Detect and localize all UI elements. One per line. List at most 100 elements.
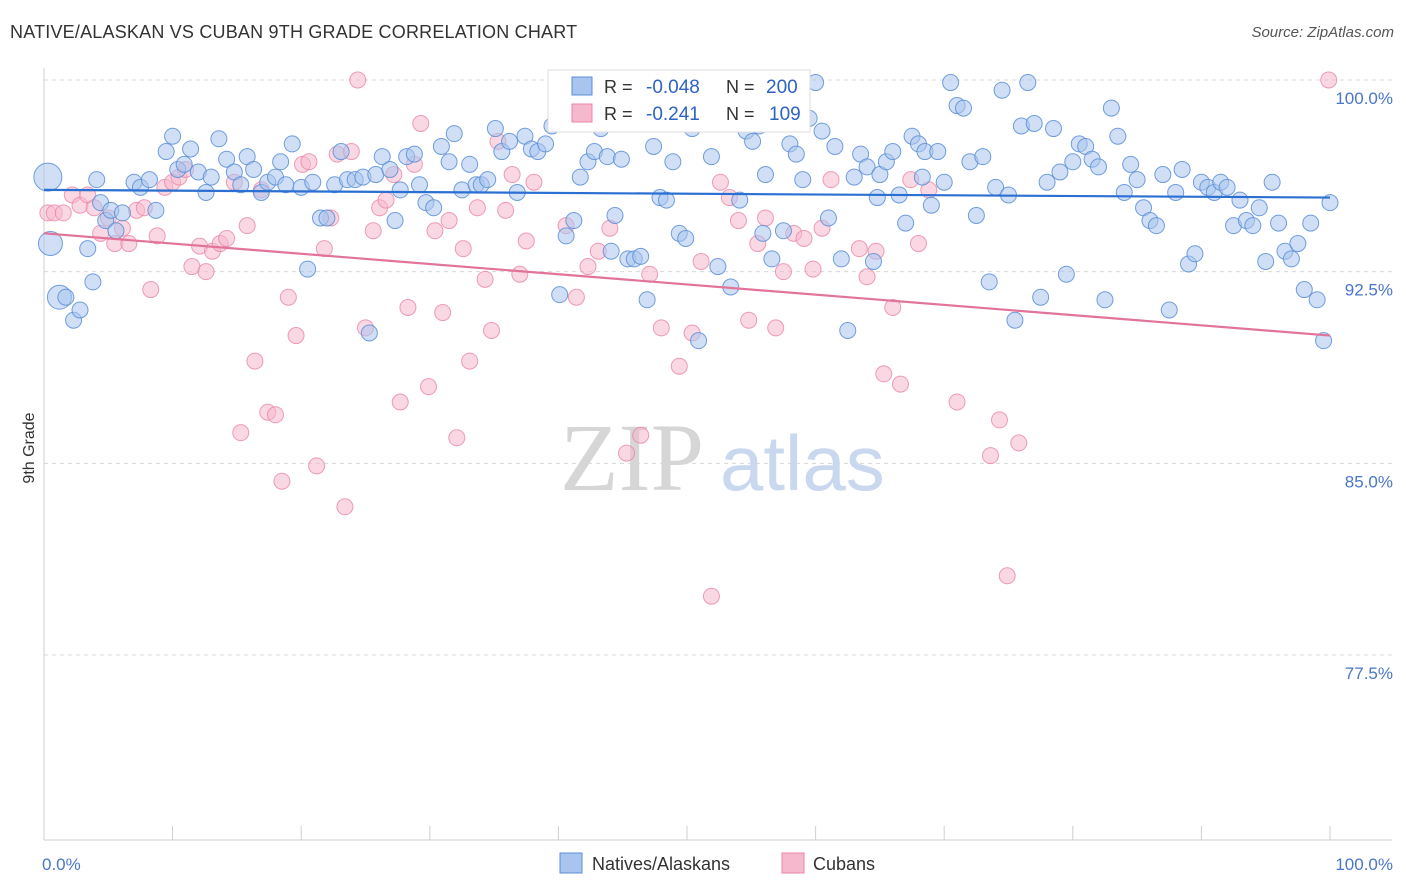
natives-point-146	[1006, 311, 1024, 329]
natives-point-29	[232, 176, 250, 194]
cubans-point-95	[884, 298, 902, 316]
natives-point-183	[1244, 217, 1262, 235]
cubans-point-53	[412, 114, 430, 132]
natives-point-107	[756, 166, 774, 184]
natives-point-153	[1051, 163, 1069, 181]
cubans-point-94	[875, 365, 893, 383]
natives-point-168	[1147, 217, 1165, 235]
source-label: Source: ZipAtlas.com	[1251, 24, 1394, 41]
natives-point-1	[37, 231, 63, 257]
natives-point-191	[1295, 281, 1313, 299]
natives-point-199	[602, 242, 620, 260]
cubans-point-25	[218, 229, 236, 247]
natives-point-120	[839, 321, 857, 339]
cubans-point-51	[399, 298, 417, 316]
natives-point-0	[33, 162, 63, 192]
natives-point-50	[373, 148, 391, 166]
natives-point-162	[1109, 127, 1127, 145]
natives-point-19	[164, 127, 182, 145]
cubans-point-85	[774, 263, 792, 281]
natives-point-42	[318, 209, 336, 227]
cubans-point-48	[377, 191, 395, 209]
cubans-point-2	[54, 204, 72, 222]
natives-point-190	[1289, 235, 1307, 253]
watermark-atlas: atlas	[720, 419, 885, 507]
cubans-point-81	[740, 311, 758, 329]
stats-legend-swatch-blue	[571, 76, 593, 96]
cubans-point-56	[434, 304, 452, 322]
natives-point-89	[638, 291, 656, 309]
natives-point-49	[367, 166, 385, 184]
natives-point-6	[79, 240, 97, 258]
chart-title: NATIVE/ALASKAN VS CUBAN 9TH GRADE CORREL…	[10, 22, 578, 42]
cubans-point-108	[579, 258, 597, 276]
natives-trend-line	[43, 188, 1331, 199]
natives-point-152	[1045, 120, 1063, 138]
cubans-point-38	[308, 457, 326, 475]
natives-point-142	[980, 273, 998, 291]
natives-point-118	[826, 137, 844, 155]
cubans-point-96	[891, 375, 909, 393]
natives-point-165	[1128, 171, 1146, 189]
natives-point-189	[1282, 250, 1300, 268]
cubans-point-92	[858, 268, 876, 286]
natives-point-55	[405, 145, 423, 163]
cubans-point-65	[497, 201, 515, 219]
natives-point-66	[479, 171, 497, 189]
cubans-point-37	[300, 153, 318, 171]
natives-point-37	[283, 135, 301, 153]
cubans-point-98	[909, 235, 927, 253]
natives-point-18	[157, 143, 175, 161]
cubans-point-44	[349, 71, 367, 89]
cubans-point-84	[767, 319, 785, 337]
natives-point-25	[202, 168, 220, 186]
cubans-point-11	[120, 235, 138, 253]
natives-point-103	[731, 191, 749, 209]
natives-point-13	[113, 204, 131, 222]
natives-point-185	[1257, 252, 1275, 270]
natives-point-117	[819, 209, 837, 227]
legend-swatch-cubans	[781, 852, 805, 874]
cubans-point-61	[468, 199, 486, 217]
cubans-point-91	[850, 240, 868, 258]
natives-point-181	[1231, 191, 1249, 209]
natives-point-76	[551, 286, 569, 304]
natives-point-31	[245, 160, 263, 178]
natives-point-52	[386, 212, 404, 230]
x-tick-labels: 0.0% 100.0%	[42, 855, 1393, 874]
cubans-point-87	[795, 229, 813, 247]
y-tick-label-3: 77.5%	[1345, 664, 1393, 683]
natives-point-179	[1218, 178, 1236, 196]
natives-point-172	[1173, 160, 1191, 178]
cubans-point-77	[702, 587, 720, 605]
natives-point-197	[913, 168, 931, 186]
natives-point-129	[897, 214, 915, 232]
natives-point-74	[537, 135, 555, 153]
natives-point-60	[440, 153, 458, 171]
natives-point-133	[922, 196, 940, 214]
natives-point-184	[1250, 199, 1268, 217]
natives-point-16	[140, 171, 158, 189]
natives-point-198	[754, 224, 772, 242]
natives-point-5	[71, 301, 89, 319]
natives-point-56	[411, 176, 429, 194]
y-axis-label: 9th Grade	[21, 412, 38, 483]
natives-point-110	[774, 222, 792, 240]
cubans-point-80	[729, 212, 747, 230]
cubans-point-22	[197, 263, 215, 281]
natives-point-151	[1038, 173, 1056, 191]
natives-point-121	[845, 168, 863, 186]
natives-point-58	[425, 199, 443, 217]
natives-point-171	[1167, 183, 1185, 201]
cubans-point-54	[420, 378, 438, 396]
cubans-point-83	[756, 209, 774, 227]
cubans-point-76	[692, 252, 710, 270]
natives-point-63	[461, 155, 479, 173]
cubans-point-50	[391, 393, 409, 411]
natives-point-148	[1019, 74, 1037, 92]
natives-point-67	[486, 120, 504, 138]
natives-point-149	[1025, 114, 1043, 132]
stats-r-value-pink: -0.241	[646, 104, 700, 125]
cubans-point-90	[822, 171, 840, 189]
natives-point-161	[1102, 99, 1120, 117]
